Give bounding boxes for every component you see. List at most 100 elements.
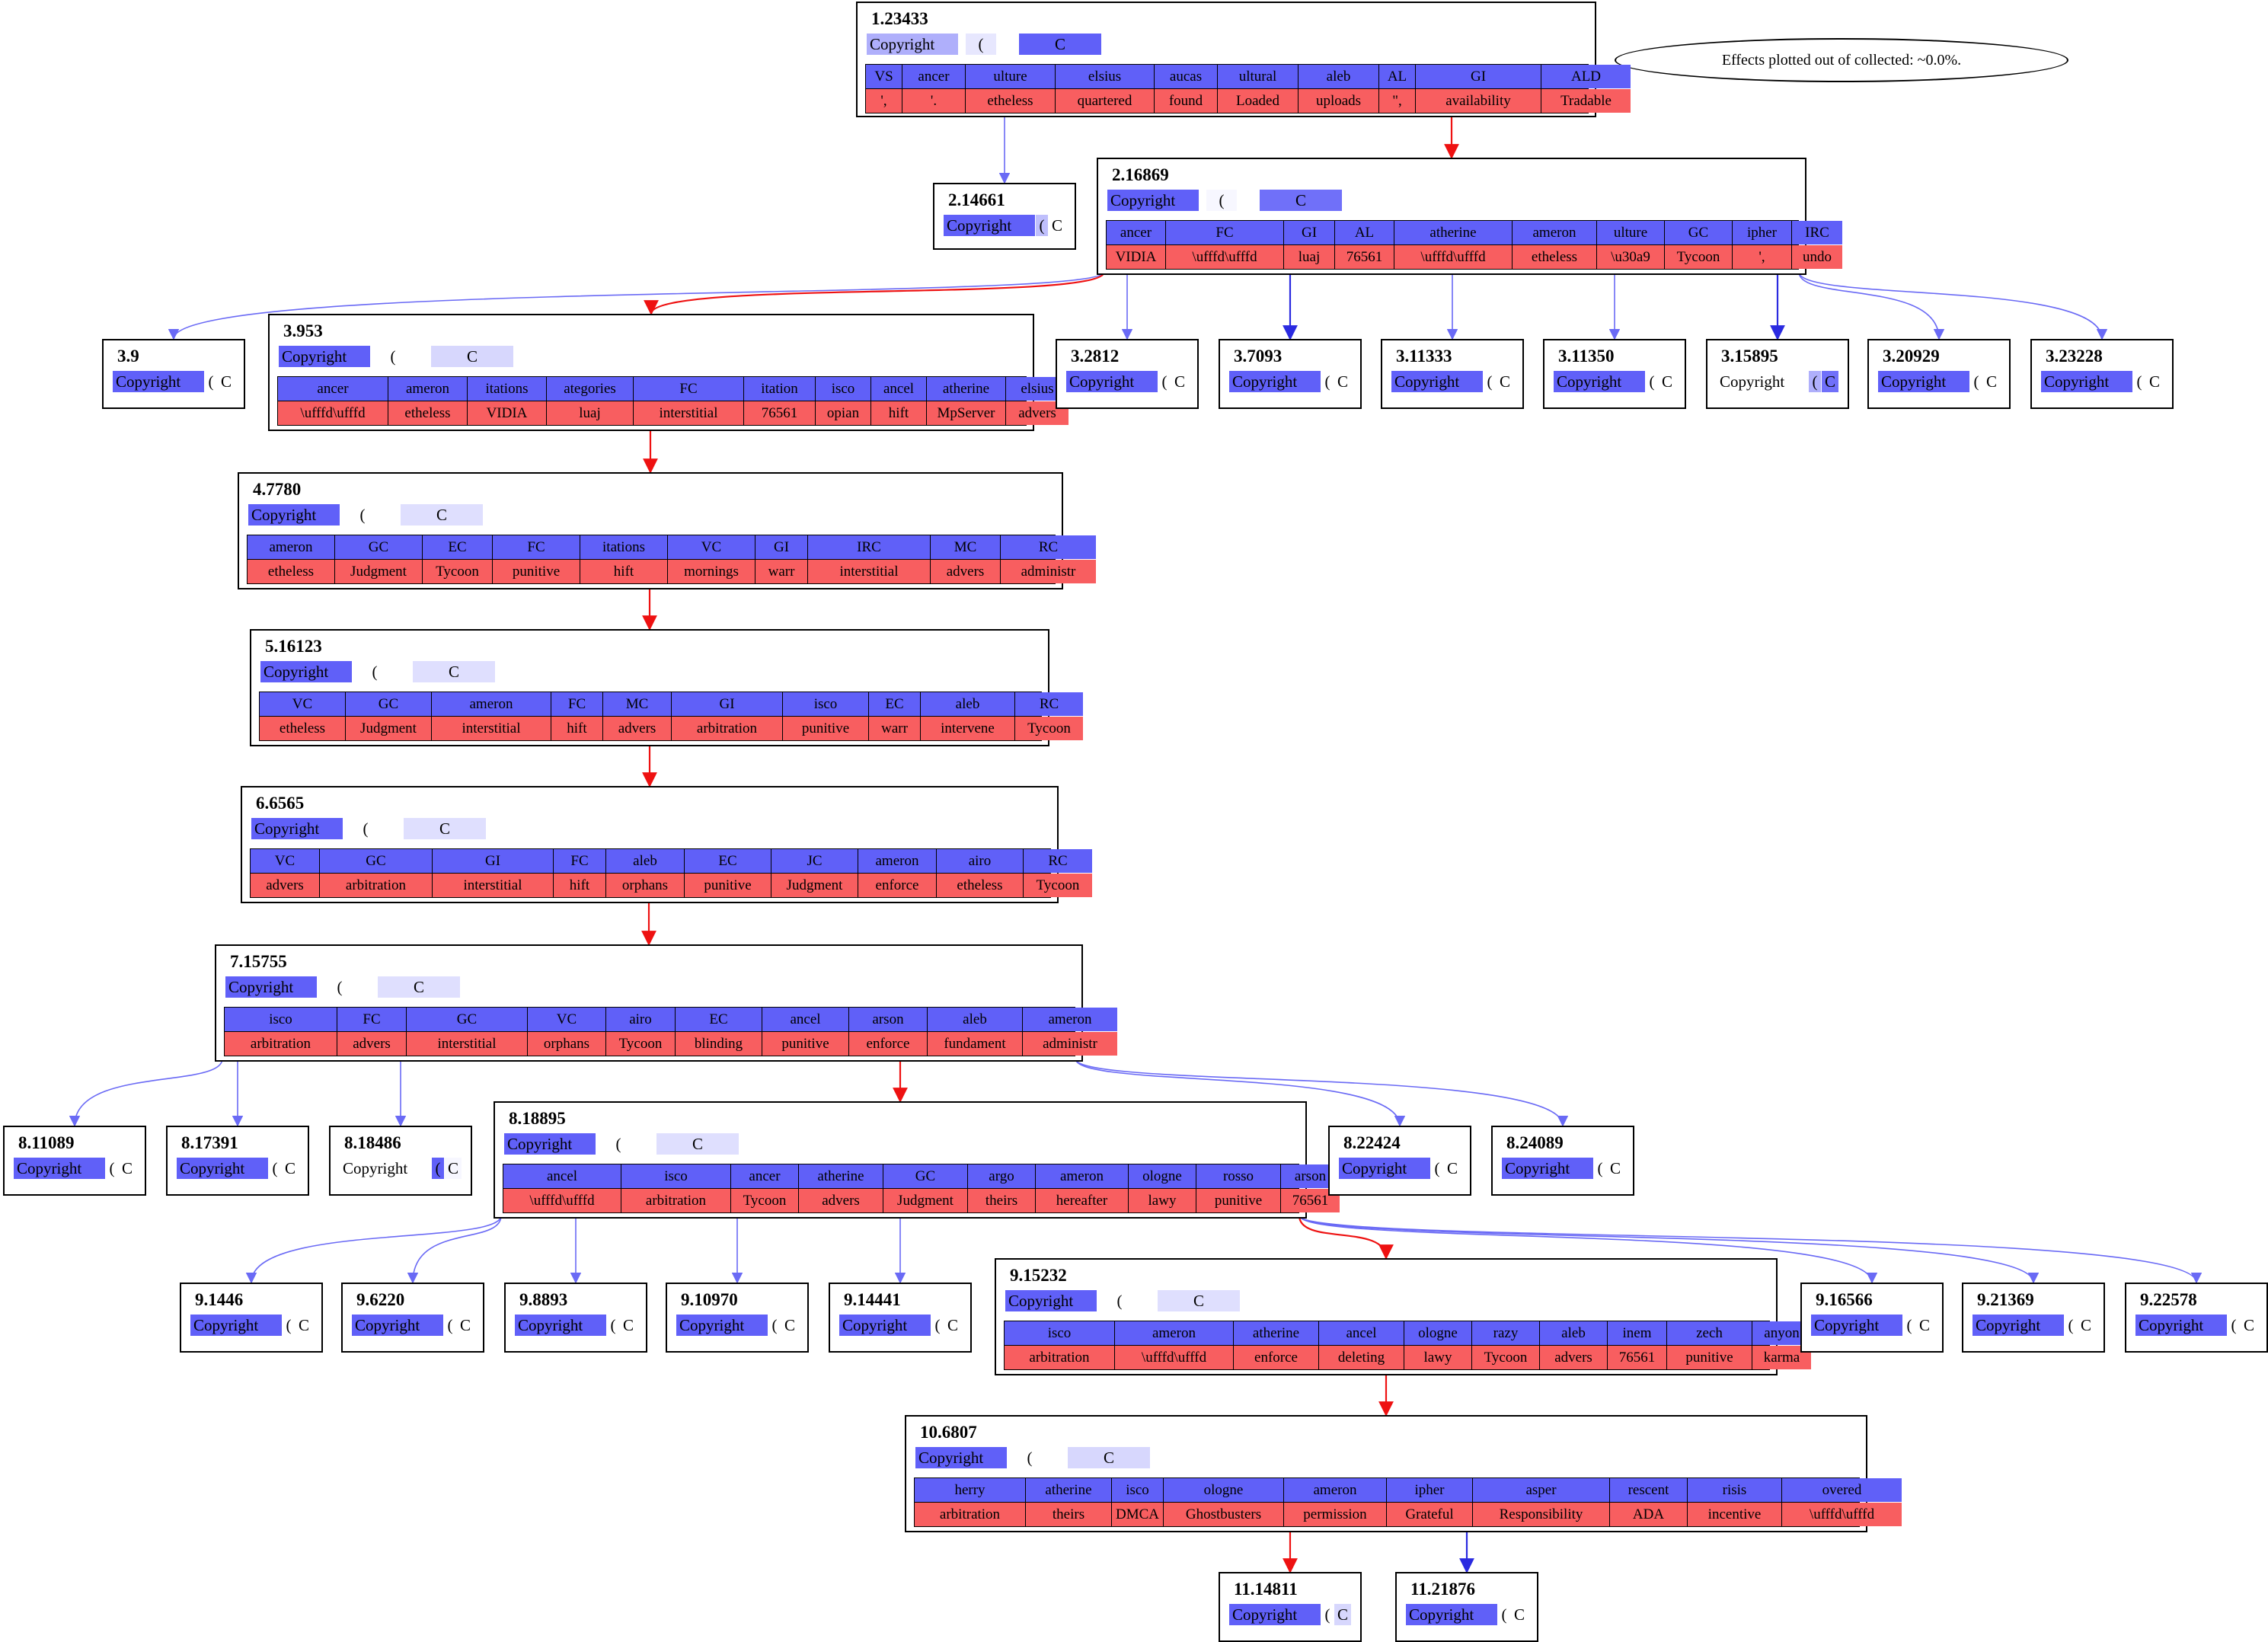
token-cell: etheless bbox=[966, 89, 1055, 113]
token-sequence: Copyright(C bbox=[177, 1158, 302, 1179]
sequence-token: C bbox=[445, 1158, 462, 1179]
sequence-token: ( bbox=[1501, 1605, 1507, 1624]
token-cell: uploads bbox=[1299, 89, 1378, 113]
token-cell: isco bbox=[783, 692, 868, 716]
node-label: 9.15232 bbox=[1010, 1266, 1067, 1285]
token-cell: Tycoon bbox=[423, 560, 492, 583]
token-sequence: Copyright(C bbox=[1229, 1604, 1355, 1625]
node-label: 9.8893 bbox=[519, 1290, 568, 1309]
sequence-token: C bbox=[1019, 34, 1101, 55]
token-cell: intervene bbox=[921, 717, 1014, 740]
sequence-token: Copyright bbox=[1720, 372, 1785, 391]
token-cell: interstitial bbox=[808, 560, 930, 583]
sequence-token: ( bbox=[771, 1316, 778, 1334]
sequence-token: C bbox=[1513, 1605, 1525, 1624]
token-cell: 76561 bbox=[1608, 1346, 1666, 1369]
token-cell: VC bbox=[528, 1008, 605, 1031]
token-cell: ancer bbox=[278, 377, 388, 401]
token-cell: theirs bbox=[1026, 1503, 1111, 1526]
sequence-token: Copyright bbox=[1973, 1315, 2064, 1336]
sequence-token: Copyright bbox=[190, 1315, 282, 1336]
graph-node: 9.14441 Copyright(C bbox=[829, 1283, 972, 1353]
node-label: 3.11333 bbox=[1396, 347, 1452, 366]
token-sequence: Copyright(C bbox=[1811, 1315, 1937, 1336]
token-cell: VC bbox=[251, 849, 319, 873]
token-cell: advers bbox=[337, 1032, 406, 1056]
node-label: 5.16123 bbox=[265, 637, 322, 656]
sequence-token: ( bbox=[1973, 372, 1979, 391]
node-label: 9.21369 bbox=[1977, 1290, 2034, 1309]
target-token-row: etheless Judgment interstitial hift advers ar… bbox=[260, 717, 1083, 740]
token-cell: \ufffd\ufffd bbox=[1166, 245, 1283, 269]
sequence-token: C bbox=[1334, 1604, 1351, 1625]
token-cell: found bbox=[1155, 89, 1217, 113]
token-effect-table: VC GC ameron FC MC GI isco EC aleb RC etheless Judg… bbox=[259, 692, 1083, 741]
target-token-row: arbitration \ufffd\ufffd enforce deleting la… bbox=[1005, 1346, 1811, 1369]
token-cell: rosso bbox=[1196, 1164, 1280, 1188]
sequence-token: Copyright bbox=[1502, 1158, 1593, 1179]
token-cell: atherine bbox=[1026, 1478, 1111, 1502]
sequence-token: Copyright bbox=[504, 1133, 596, 1155]
sequence-token: ( bbox=[966, 34, 996, 55]
graph-node: 8.22424 Copyright(C bbox=[1328, 1126, 1471, 1196]
token-sequence: Copyright(C bbox=[944, 215, 1069, 236]
sequence-token: C bbox=[947, 1316, 958, 1334]
token-cell: isco bbox=[816, 377, 870, 401]
token-cell: AL bbox=[1379, 65, 1415, 88]
token-cell: ', bbox=[1733, 245, 1791, 269]
sequence-token: ( bbox=[272, 1159, 278, 1177]
graph-node: 9.8893 Copyright(C bbox=[504, 1283, 647, 1353]
node-label: 3.11350 bbox=[1558, 347, 1615, 366]
token-effect-table: ancer ameron itations ategories FC itation isc… bbox=[277, 376, 1069, 426]
sequence-token: Copyright bbox=[352, 1315, 443, 1336]
token-effect-table: ancer FC GI AL atherine ameron ulture GC ipher IR… bbox=[1106, 220, 1842, 270]
token-cell: ologne bbox=[1129, 1164, 1196, 1188]
source-token-row: isco FC GC VC airo EC ancel arson aleb ameron bbox=[225, 1008, 1117, 1031]
graph-node: 3.9 Copyright(C bbox=[102, 339, 245, 409]
token-sequence: Copyright(C bbox=[14, 1158, 139, 1179]
token-cell: GC bbox=[335, 535, 422, 559]
token-cell: itation bbox=[744, 377, 815, 401]
token-cell: ipher bbox=[1387, 1478, 1472, 1502]
source-token-row: herry atherine isco ologne ameron ipher asper r… bbox=[915, 1478, 1902, 1502]
node-label: 3.20929 bbox=[1883, 347, 1940, 366]
token-cell: incentive bbox=[1688, 1503, 1781, 1526]
token-cell: arbitration bbox=[1005, 1346, 1114, 1369]
target-token-row: ', '. etheless quartered found Loaded uploads "… bbox=[866, 89, 1631, 113]
token-cell: risis bbox=[1688, 1478, 1781, 1502]
token-sequence: Copyright(C bbox=[1554, 371, 1679, 392]
token-cell: punitive bbox=[685, 874, 771, 897]
sequence-token: Copyright bbox=[1229, 1604, 1321, 1625]
token-sequence: Copyright(C bbox=[515, 1315, 640, 1336]
source-token-row: ancer ameron itations ategories FC itation isc… bbox=[278, 377, 1069, 401]
token-cell: MC bbox=[603, 692, 671, 716]
source-token-row: ancel isco ancer atherine GC argo ameron ologne… bbox=[503, 1164, 1340, 1188]
token-cell: hift bbox=[580, 560, 667, 583]
token-cell: ancel bbox=[762, 1008, 848, 1031]
token-cell: ipher bbox=[1733, 221, 1791, 244]
token-cell: itations bbox=[468, 377, 546, 401]
token-cell: FC bbox=[554, 849, 605, 873]
token-cell: ologne bbox=[1164, 1478, 1283, 1502]
graph-node: 2.14661 Copyright(C bbox=[933, 183, 1076, 250]
node-label: 11.21876 bbox=[1410, 1580, 1475, 1599]
target-token-row: arbitration advers interstitial orphans Tyco… bbox=[225, 1032, 1117, 1056]
token-cell: aleb bbox=[1540, 1321, 1607, 1345]
node-label: 11.14811 bbox=[1234, 1580, 1298, 1599]
graph-edge bbox=[1299, 1215, 2203, 1284]
token-cell: etheless bbox=[1513, 245, 1596, 269]
token-cell: arson bbox=[849, 1008, 927, 1031]
sequence-token: Copyright bbox=[1878, 371, 1969, 392]
token-cell: luaj bbox=[1284, 245, 1334, 269]
token-cell: ameron bbox=[248, 535, 334, 559]
token-cell: EC bbox=[676, 1008, 762, 1031]
token-cell: IRC bbox=[1792, 221, 1842, 244]
sequence-token: C bbox=[298, 1316, 309, 1334]
sequence-token: C bbox=[1260, 190, 1342, 211]
sequence-token: C bbox=[121, 1159, 133, 1177]
sequence-token: C bbox=[404, 818, 486, 839]
token-cell: arbitration bbox=[672, 717, 782, 740]
token-sequence: Copyright(C bbox=[352, 1315, 478, 1336]
token-cell: isco bbox=[1005, 1321, 1114, 1345]
token-cell: Tycoon bbox=[1015, 717, 1083, 740]
